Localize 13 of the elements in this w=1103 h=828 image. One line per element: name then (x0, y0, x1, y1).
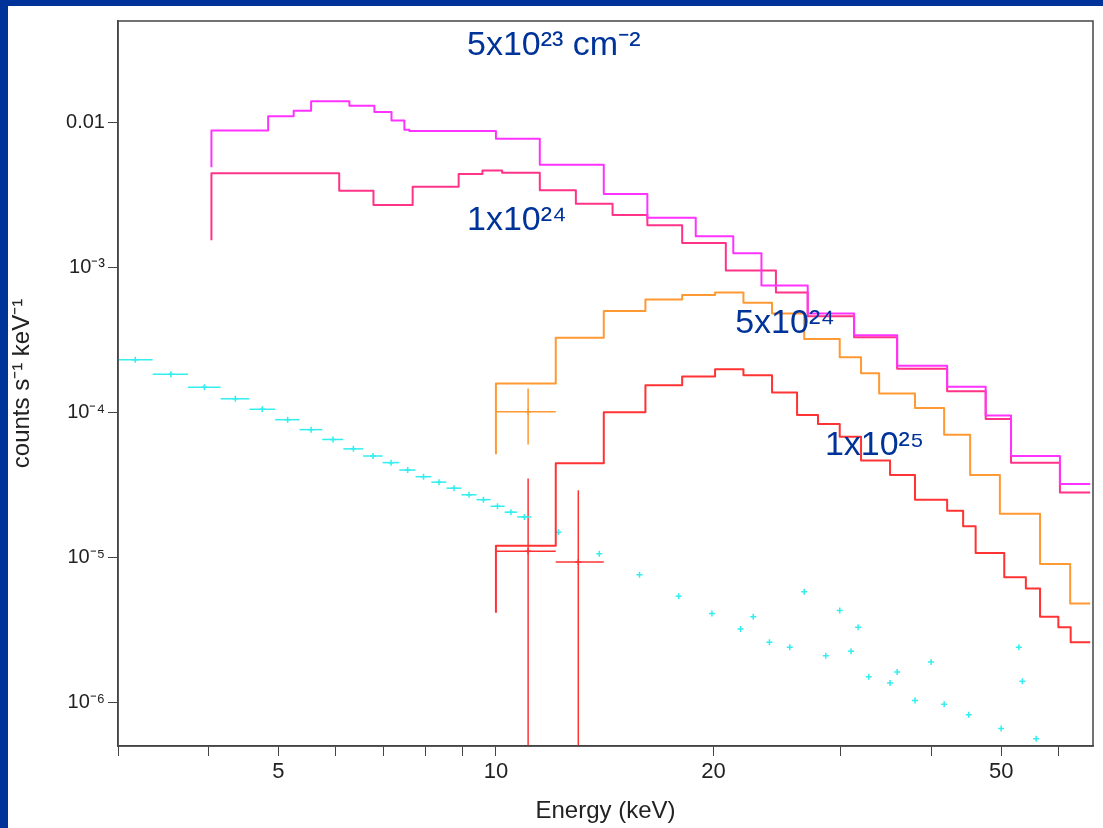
y-tick-label: 10⁻⁵ (67, 544, 105, 567)
y-tick-label: 0.01 (66, 109, 105, 132)
x-tick-label: 5 (272, 758, 285, 784)
y-tick-label: 10⁻⁴ (67, 399, 105, 422)
y-axis-title: counts s⁻¹ keV⁻¹ (7, 298, 35, 469)
x-tick-label: 20 (701, 758, 726, 784)
x-axis-title: Energy (keV) (535, 796, 676, 824)
y-tick-label: 10⁻³ (69, 254, 106, 277)
annotation: 5x10²³ cm⁻² (467, 24, 641, 63)
x-tick-label: 10 (483, 758, 509, 784)
x-tick-label: 50 (988, 758, 1014, 784)
y-tick-label: 10⁻⁶ (67, 689, 105, 712)
annotation: 1x10²⁴ (467, 199, 567, 238)
